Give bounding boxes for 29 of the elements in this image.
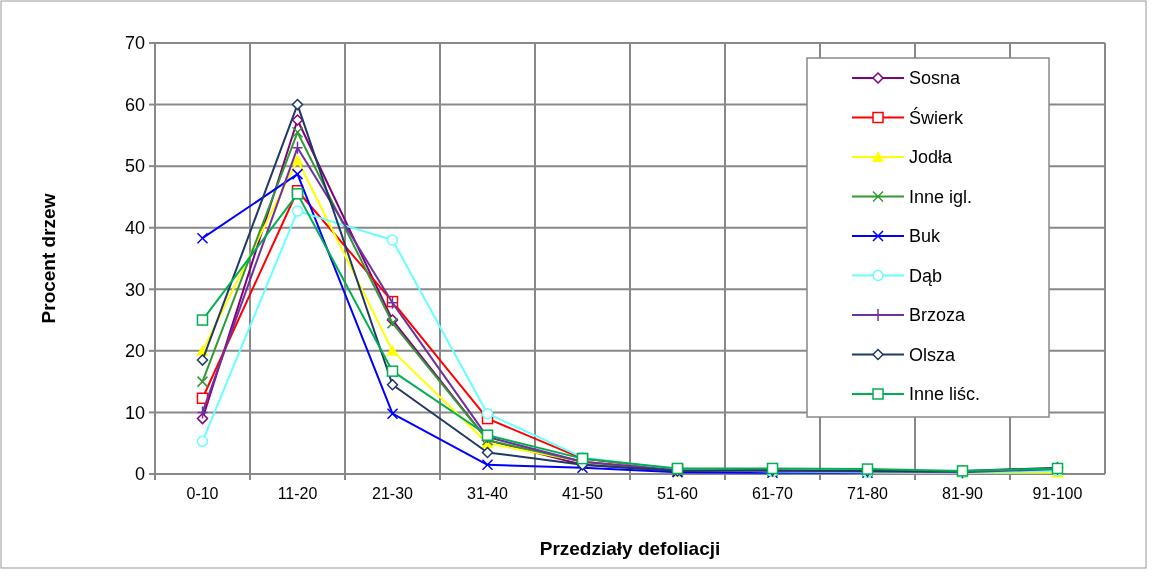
x-axis-title: Przedziały defoliacji bbox=[539, 538, 721, 559]
legend-label: Sosna bbox=[909, 68, 962, 89]
y-tick-label: 40 bbox=[124, 218, 145, 239]
x-tick-label: 61-70 bbox=[752, 485, 794, 502]
y-axis-title: Procent drzew bbox=[38, 193, 59, 324]
y-tick-label: 20 bbox=[124, 341, 145, 362]
x-tick-label: 21-30 bbox=[372, 485, 414, 502]
y-tick-label: 30 bbox=[124, 279, 145, 300]
legend-label: Buk bbox=[909, 226, 942, 247]
y-tick-label: 50 bbox=[124, 156, 145, 177]
y-tick-label: 60 bbox=[124, 94, 145, 115]
x-tick-label: 71-80 bbox=[847, 485, 889, 502]
legend-label: Jodła bbox=[909, 147, 954, 168]
legend-label: Dąb bbox=[909, 265, 943, 286]
x-tick-label: 0-10 bbox=[186, 485, 219, 502]
x-tick-label: 81-90 bbox=[942, 485, 984, 502]
legend-label: Olsza bbox=[909, 344, 956, 365]
x-tick-label: 41-50 bbox=[562, 485, 604, 502]
x-tick-label: 11-20 bbox=[277, 485, 318, 502]
legend-label: Brzoza bbox=[909, 305, 967, 326]
y-tick-label: 10 bbox=[124, 402, 145, 423]
y-tick-label: 70 bbox=[124, 33, 145, 54]
x-tick-label: 51-60 bbox=[657, 485, 699, 502]
legend-label: Świerk bbox=[909, 106, 965, 128]
x-tick-label: 91-100 bbox=[1032, 485, 1083, 502]
legend-label: Inne liśc. bbox=[909, 384, 981, 405]
legend-label: Inne igl. bbox=[909, 186, 973, 207]
x-tick-label: 31-40 bbox=[467, 485, 509, 502]
y-tick-label: 0 bbox=[134, 464, 145, 485]
